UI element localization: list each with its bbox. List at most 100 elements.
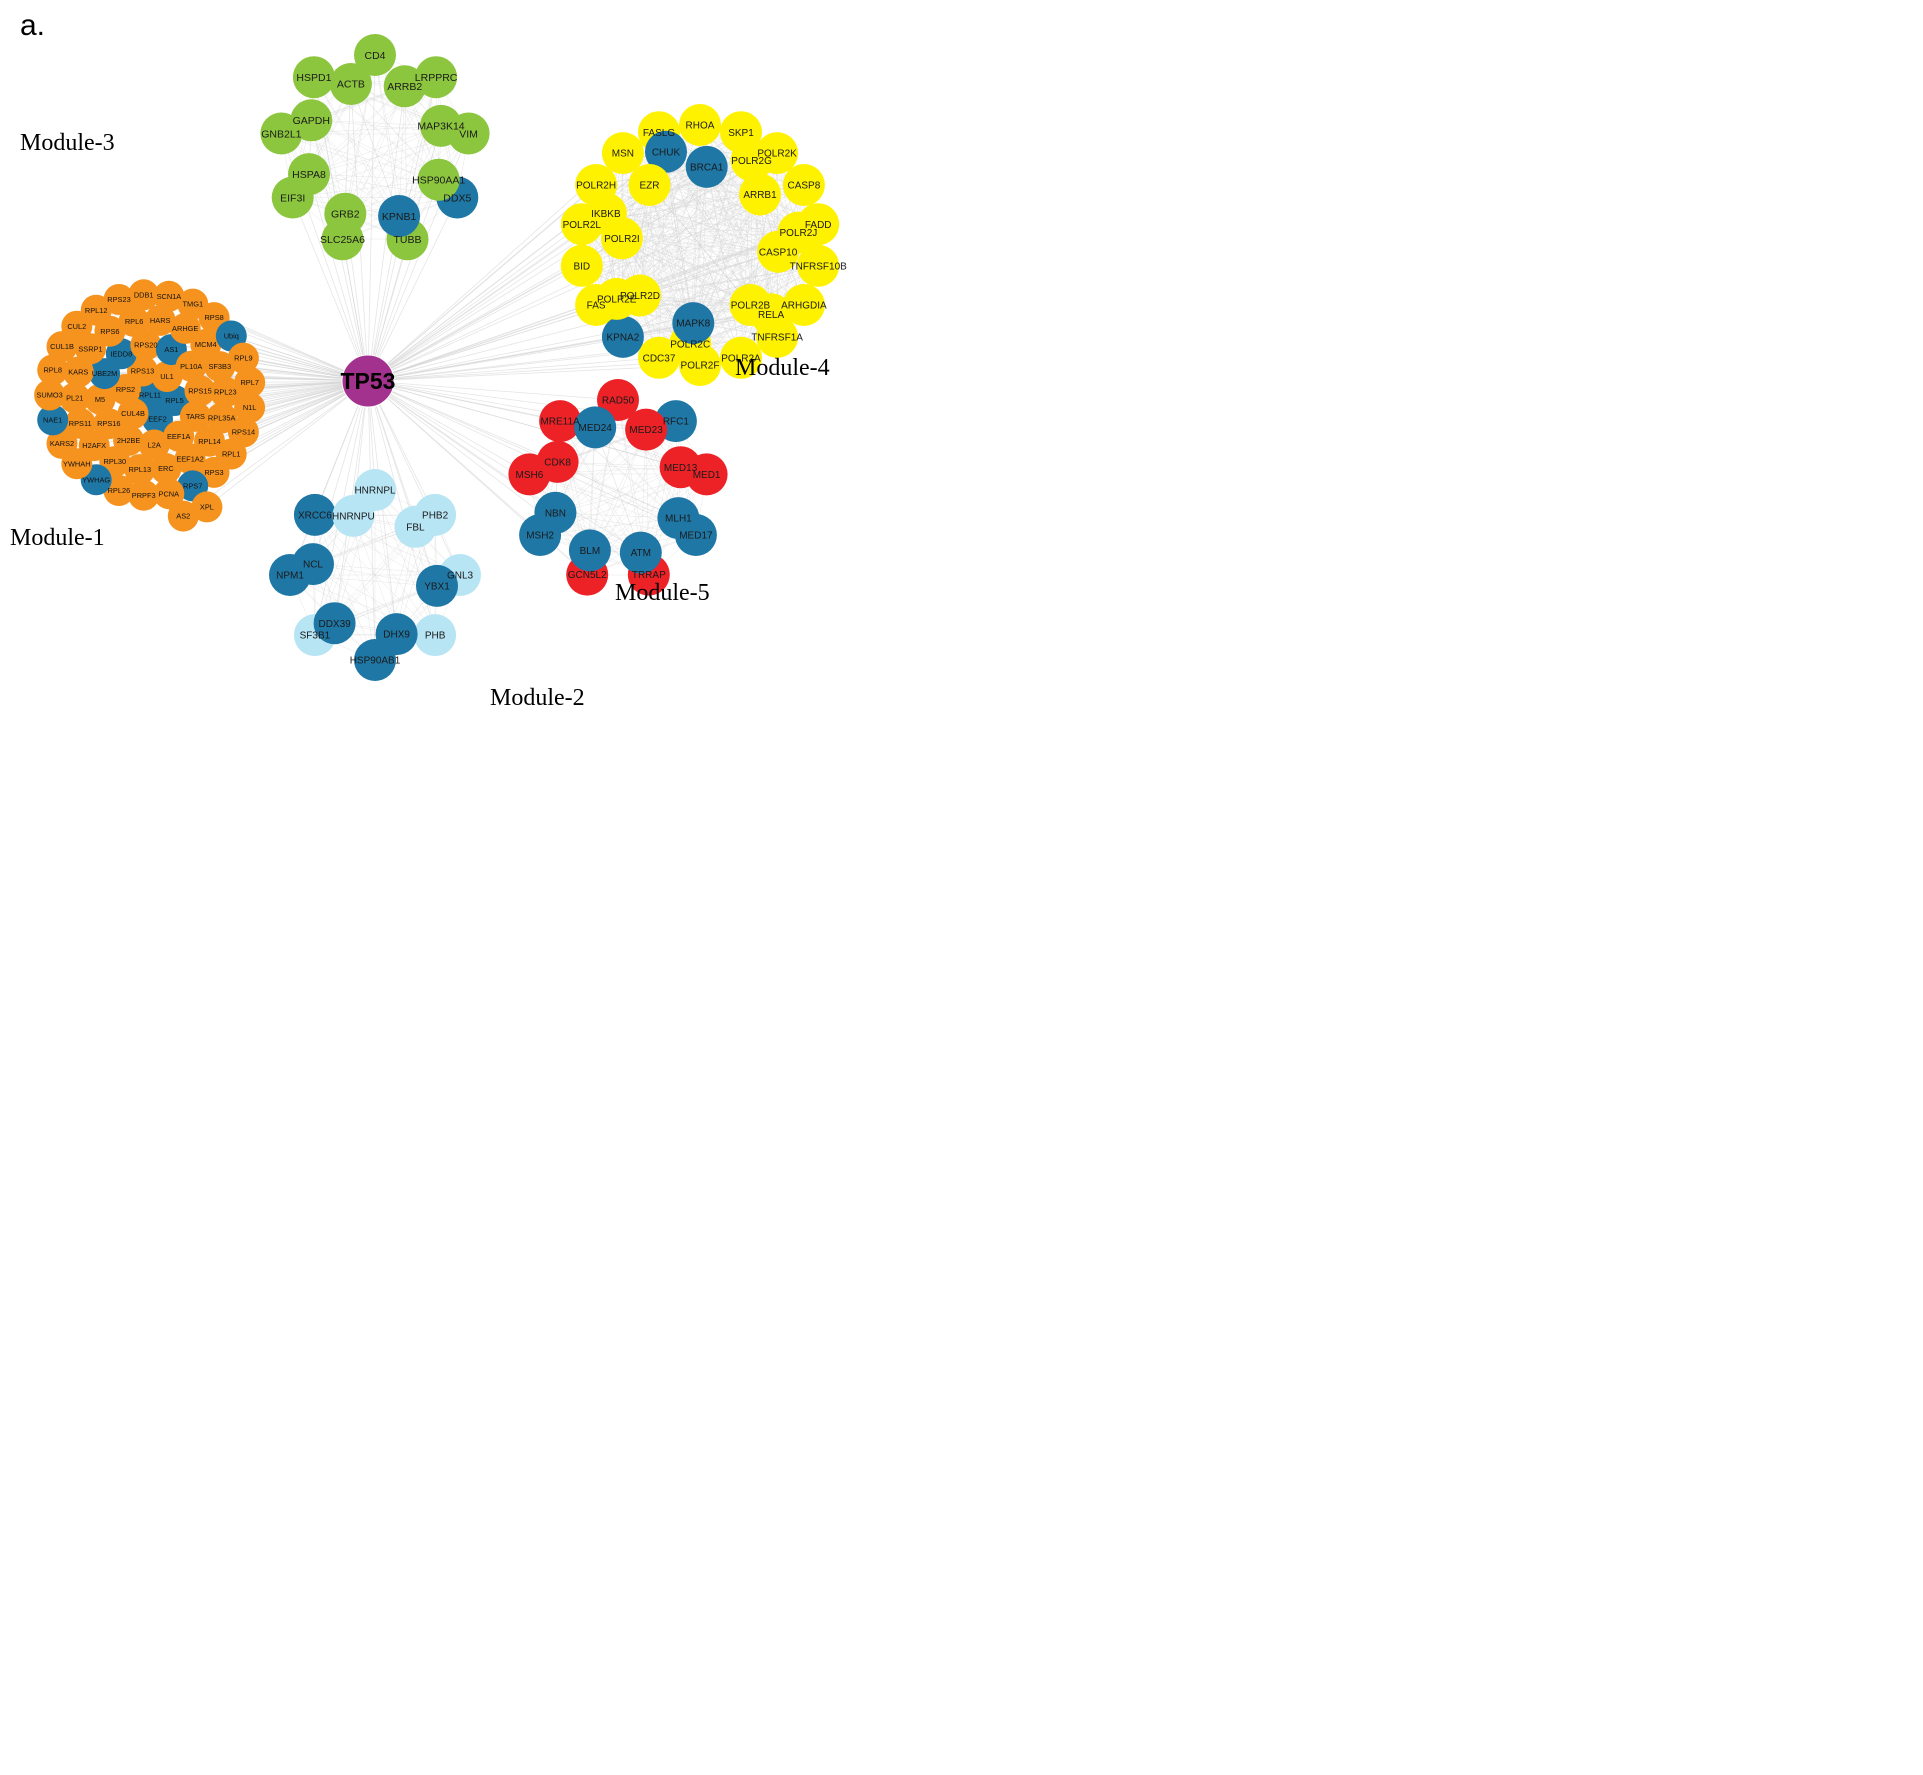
svg-text:RPL7: RPL7 — [240, 378, 259, 387]
svg-text:H2AFX: H2AFX — [82, 441, 106, 450]
svg-text:TARS: TARS — [186, 412, 205, 421]
svg-text:TUBB: TUBB — [393, 234, 421, 246]
svg-text:XRCC6: XRCC6 — [298, 511, 332, 522]
svg-text:RPL12: RPL12 — [85, 306, 108, 315]
svg-text:GNB2L1: GNB2L1 — [261, 128, 301, 140]
svg-text:POLR2G: POLR2G — [731, 156, 772, 167]
svg-text:RAD50: RAD50 — [602, 396, 635, 407]
svg-text:MED23: MED23 — [629, 425, 663, 436]
svg-text:CDC37: CDC37 — [643, 353, 676, 364]
svg-text:ACTB: ACTB — [337, 79, 365, 91]
svg-text:TP53: TP53 — [341, 368, 396, 394]
svg-text:HNRNPU: HNRNPU — [332, 512, 375, 523]
svg-text:POLR2I: POLR2I — [604, 234, 640, 245]
svg-text:GAPDH: GAPDH — [293, 115, 330, 127]
svg-text:PL10A: PL10A — [180, 362, 202, 371]
svg-text:POLR2D: POLR2D — [620, 291, 660, 302]
svg-text:SF3B1: SF3B1 — [300, 631, 331, 642]
svg-text:ARHGDIA: ARHGDIA — [781, 301, 827, 312]
svg-text:RPL13: RPL13 — [128, 465, 151, 474]
svg-text:CASP10: CASP10 — [759, 247, 798, 258]
svg-text:RPL23: RPL23 — [214, 388, 237, 397]
svg-text:GNL3: GNL3 — [447, 571, 474, 582]
svg-text:EZR: EZR — [640, 181, 660, 192]
svg-text:ARRB2: ARRB2 — [387, 81, 422, 93]
svg-text:CUL2: CUL2 — [67, 322, 86, 331]
svg-text:TNFRSF10B: TNFRSF10B — [790, 261, 848, 272]
svg-text:RPL6: RPL6 — [125, 317, 144, 326]
svg-text:CHUK: CHUK — [652, 147, 681, 158]
svg-text:PRPF3: PRPF3 — [132, 491, 156, 500]
svg-text:N1L: N1L — [243, 403, 257, 412]
svg-text:RFC1: RFC1 — [663, 417, 690, 428]
svg-text:DHX9: DHX9 — [383, 630, 410, 641]
svg-text:L2A: L2A — [148, 441, 161, 450]
svg-text:NAE1: NAE1 — [43, 416, 62, 425]
svg-text:MED17: MED17 — [679, 531, 713, 542]
svg-text:Module-3: Module-3 — [20, 130, 115, 156]
svg-text:MLH1: MLH1 — [665, 514, 692, 525]
svg-text:SCN1A: SCN1A — [157, 292, 182, 301]
svg-text:RPS11: RPS11 — [69, 419, 92, 428]
svg-text:MSH6: MSH6 — [516, 470, 544, 481]
svg-text:Module-1: Module-1 — [10, 525, 105, 551]
svg-text:ATM: ATM — [631, 548, 651, 559]
svg-text:POLR2L: POLR2L — [563, 220, 602, 231]
svg-text:RPS8: RPS8 — [204, 313, 223, 322]
svg-text:RPL35A: RPL35A — [208, 414, 236, 423]
svg-text:MAP3K14: MAP3K14 — [417, 121, 464, 133]
svg-text:SUMO3: SUMO3 — [36, 391, 62, 400]
svg-text:Module-5: Module-5 — [615, 580, 710, 606]
svg-text:YWHAH: YWHAH — [63, 459, 91, 468]
svg-text:ERC: ERC — [158, 464, 174, 473]
svg-text:DDX5: DDX5 — [443, 192, 471, 204]
svg-text:HSPD1: HSPD1 — [296, 72, 331, 84]
svg-text:UL1: UL1 — [160, 372, 174, 381]
svg-text:GCN5L2: GCN5L2 — [568, 570, 607, 581]
svg-text:TNFRSF1A: TNFRSF1A — [751, 333, 803, 344]
svg-text:EIF3I: EIF3I — [280, 192, 305, 204]
svg-text:TMG1: TMG1 — [183, 300, 204, 309]
svg-text:SF3B3: SF3B3 — [208, 362, 231, 371]
svg-text:FASLG: FASLG — [643, 128, 675, 139]
svg-text:RPS7: RPS7 — [183, 482, 202, 491]
svg-text:POLR2B: POLR2B — [731, 301, 771, 312]
svg-text:EEF2: EEF2 — [148, 415, 166, 424]
svg-text:AS1: AS1 — [164, 345, 178, 354]
svg-text:RHOA: RHOA — [686, 121, 715, 132]
svg-text:SSRP1: SSRP1 — [78, 344, 102, 353]
svg-text:UBE2M: UBE2M — [92, 369, 117, 378]
svg-text:GRB2: GRB2 — [331, 209, 360, 221]
svg-text:PHB2: PHB2 — [422, 511, 449, 522]
svg-text:YWHAG: YWHAG — [82, 475, 110, 484]
svg-text:IEDD8: IEDD8 — [110, 349, 132, 358]
svg-text:BRCA1: BRCA1 — [690, 163, 724, 174]
svg-text:RPL5: RPL5 — [165, 396, 184, 405]
svg-text:EEF1A2: EEF1A2 — [176, 454, 204, 463]
svg-text:RPS15: RPS15 — [188, 386, 211, 395]
svg-text:RPL11: RPL11 — [139, 391, 161, 400]
svg-text:RPL30: RPL30 — [103, 457, 126, 466]
svg-text:SLC25A6: SLC25A6 — [320, 234, 365, 246]
svg-text:POLR2F: POLR2F — [681, 361, 720, 372]
svg-text:RPL1: RPL1 — [222, 450, 241, 459]
svg-text:CASP8: CASP8 — [788, 181, 821, 192]
svg-text:HSP90AB1: HSP90AB1 — [350, 656, 401, 667]
svg-text:MAPK8: MAPK8 — [676, 319, 710, 330]
svg-text:KARS2: KARS2 — [50, 439, 74, 448]
svg-text:CUL1B: CUL1B — [50, 342, 74, 351]
svg-text:RPL9: RPL9 — [234, 354, 253, 363]
svg-text:Ubiq: Ubiq — [224, 332, 239, 341]
svg-text:RPS2: RPS2 — [116, 385, 135, 394]
svg-text:RPS3: RPS3 — [204, 468, 223, 477]
svg-text:CD4: CD4 — [364, 50, 385, 62]
svg-text:POLR2J: POLR2J — [780, 228, 818, 239]
svg-text:MED13: MED13 — [664, 463, 698, 474]
svg-text:a.: a. — [20, 9, 45, 42]
svg-text:Module-2: Module-2 — [490, 685, 585, 711]
svg-text:PHB: PHB — [425, 631, 446, 642]
svg-text:MRE11A: MRE11A — [540, 417, 580, 428]
svg-text:KPNA2: KPNA2 — [607, 333, 640, 344]
svg-text:MSH2: MSH2 — [526, 531, 554, 542]
svg-text:DDX39: DDX39 — [318, 619, 351, 630]
